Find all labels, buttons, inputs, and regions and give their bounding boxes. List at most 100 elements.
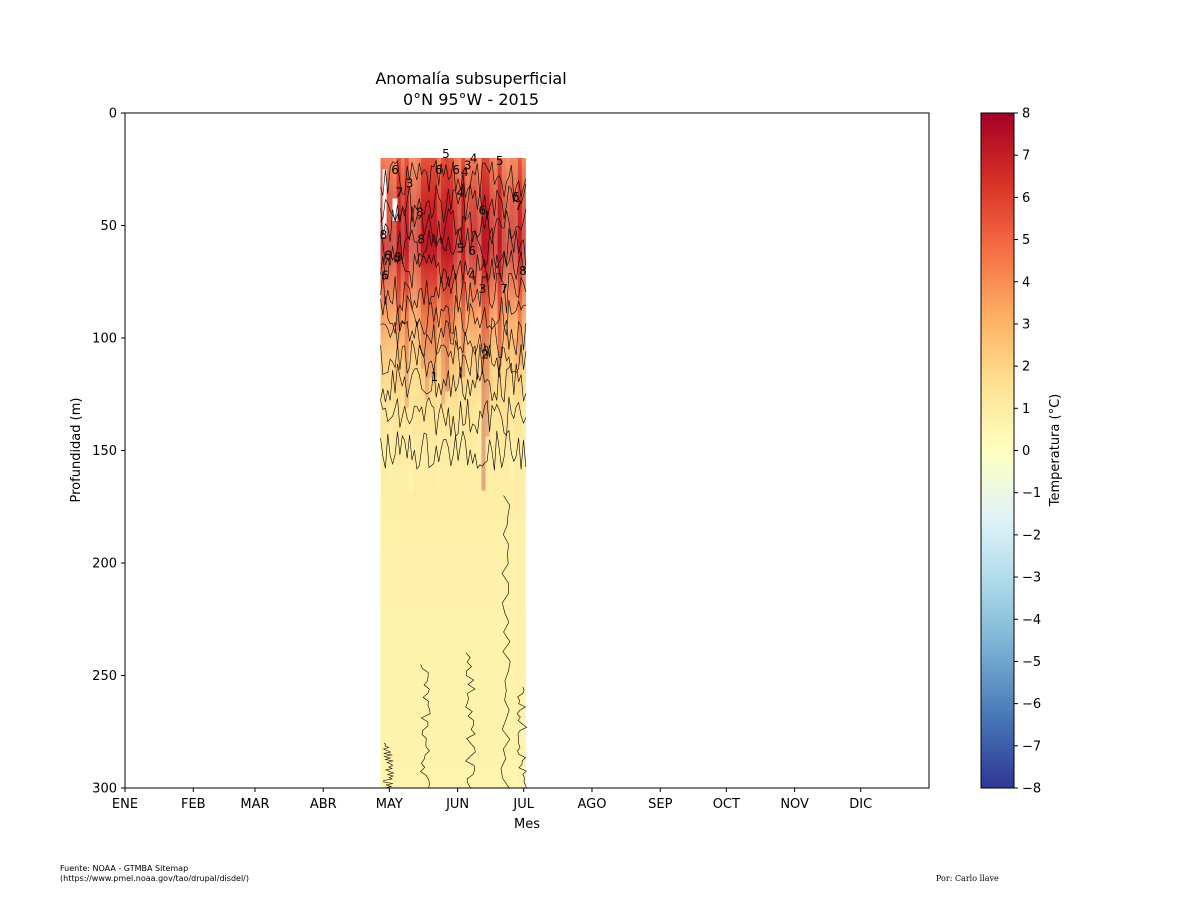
colorbar-tick-label: −7 — [1022, 739, 1041, 754]
anomaly-strip — [404, 158, 409, 408]
contour-label: 6 — [435, 163, 443, 177]
anomaly-strip — [489, 158, 494, 377]
contour-label: 7 — [396, 185, 404, 199]
colorbar-tick-label: −8 — [1022, 782, 1041, 797]
y-axis: 0 50 100 150 200 250 300 — [92, 107, 125, 797]
contour-label: 5 — [394, 251, 402, 265]
contour-line — [380, 183, 527, 223]
anomaly-strip — [428, 158, 434, 378]
contour-label: 7 — [500, 282, 508, 296]
anomaly-strip — [521, 158, 526, 450]
contour-label: 6 — [512, 190, 520, 204]
anomaly-strip — [424, 158, 429, 400]
source-line-1: Fuente: NOAA - GTMBA Sitemap — [60, 864, 189, 873]
contour-line — [380, 362, 527, 403]
anomaly-strip — [477, 158, 482, 461]
x-tick-label: MAY — [376, 797, 403, 812]
contour-label: 4 — [457, 185, 465, 199]
contour-line — [500, 495, 511, 788]
anomaly-strip — [380, 158, 385, 422]
x-tick-label: OCT — [713, 797, 740, 812]
x-tick-label: JUL — [512, 797, 534, 812]
colorbar-tick-label: 5 — [1022, 233, 1030, 248]
anomaly-strip — [420, 158, 425, 369]
contour-label: 6 — [381, 269, 389, 283]
y-axis-label: Profundidad (m) — [69, 398, 84, 503]
chart-title-line2: 0°N 95°W - 2015 — [403, 90, 539, 109]
contour-label: 3 — [464, 158, 472, 172]
anomaly-strip — [473, 158, 478, 456]
x-tick-label: NOV — [780, 797, 809, 812]
contour-label: 5 — [496, 154, 504, 168]
y-tick-label: 200 — [92, 557, 117, 572]
x-tick-label: MAR — [240, 797, 269, 812]
anomaly-strip — [509, 158, 514, 481]
anomaly-strip — [441, 158, 446, 405]
contour-line — [380, 250, 527, 289]
y-tick-label: 300 — [92, 782, 117, 797]
contour-label: 4 — [461, 165, 469, 179]
contour-label: 6 — [384, 248, 392, 262]
anomaly-strip — [400, 158, 405, 443]
contour-label: 2 — [481, 347, 489, 361]
chart-title-line1: Anomalía subsuperficial — [375, 69, 566, 88]
x-tick-label: FEB — [181, 797, 206, 812]
colorbar-tick-label: 8 — [1022, 107, 1030, 122]
source-note: Fuente: NOAA - GTMBA Sitemap (https://ww… — [60, 864, 249, 884]
contour-line — [380, 205, 527, 245]
anomaly-strip — [453, 158, 458, 333]
contour-label: 8 — [416, 206, 424, 220]
anomaly-strip — [461, 158, 466, 377]
colorbar-tick-label: −6 — [1022, 697, 1041, 712]
colorbar-tick-label: 1 — [1022, 402, 1030, 417]
contour-label: 4 — [470, 152, 478, 166]
anomaly-strip — [449, 158, 454, 342]
anomaly-strip — [501, 158, 506, 384]
contour-line — [380, 160, 527, 198]
contour-label: 7 — [515, 199, 523, 213]
contour-label: 8 — [380, 228, 388, 242]
contour-label: 3 — [478, 282, 486, 296]
contour-line — [382, 742, 395, 788]
contour-label: 3 — [406, 176, 414, 190]
contour-label: 6 — [478, 203, 486, 217]
contour-line — [380, 340, 527, 380]
contour-lines — [380, 160, 528, 788]
y-tick-label: 0 — [109, 107, 117, 122]
contour-label: 5 — [442, 147, 450, 161]
anomaly-strip — [445, 158, 450, 392]
source-line-2: (https://www.pmel.noaa.gov/tao/drupal/di… — [60, 874, 249, 883]
contour-line — [420, 664, 431, 788]
y-tick-label: 100 — [92, 332, 117, 347]
contour-line — [465, 652, 476, 788]
contour-label: 6 — [468, 244, 476, 258]
x-axis: ENE FEB MAR ABR MAY JUN JUL AGO SEP OCT NOV DIC — [112, 788, 872, 812]
x-tick-label: ABR — [310, 797, 337, 812]
author-note: Por: Carlo llave — [936, 874, 999, 883]
anomaly-strip — [469, 158, 474, 399]
colorbar-tick-label: −1 — [1022, 486, 1041, 501]
anomaly-strip — [396, 158, 401, 330]
anomaly-strip — [392, 158, 397, 370]
colorbar-label: Temperatura (°C) — [1048, 394, 1063, 507]
anomaly-strip — [481, 158, 486, 491]
anomaly-strip — [513, 158, 518, 340]
contour-line — [380, 272, 527, 314]
contour-label: 6 — [391, 163, 399, 177]
y-tick-label: 150 — [92, 444, 117, 459]
missing-data-gap — [392, 198, 398, 221]
contour-line — [380, 226, 527, 269]
contour-label: 5 — [457, 242, 465, 256]
contour-label: 6 — [452, 163, 460, 177]
contour-line — [380, 317, 527, 358]
anomaly-strip — [457, 158, 462, 445]
contour-label: 1 — [430, 370, 438, 384]
colorbar-axis: 8 7 6 5 4 3 2 1 0 −1 −2 −3 −4 −5 −6 −7 −8 — [1014, 107, 1041, 797]
contour-line — [380, 396, 527, 437]
x-tick-label: ENE — [112, 797, 138, 812]
x-axis-label: Mes — [514, 817, 540, 832]
colorbar-tick-label: 7 — [1022, 149, 1030, 164]
colorbar — [980, 112, 1015, 789]
